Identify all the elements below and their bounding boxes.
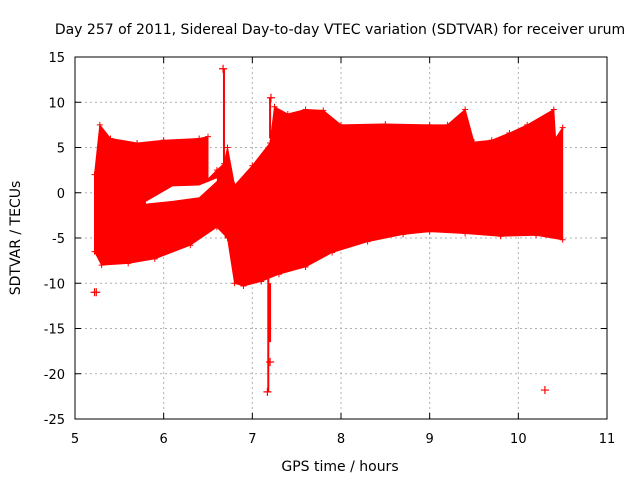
edge-point	[506, 130, 513, 137]
edge-point	[271, 103, 278, 110]
edge-point	[240, 282, 247, 289]
y-tick-label: -25	[44, 413, 65, 428]
data-point	[263, 387, 272, 396]
edge-point	[258, 278, 265, 285]
edge-point	[231, 280, 238, 287]
edge-point	[205, 176, 211, 183]
data-point	[266, 357, 275, 366]
edge-point	[91, 248, 98, 255]
edge-point	[382, 120, 389, 127]
y-tick-label: 5	[57, 142, 65, 157]
x-tick-label: 5	[71, 432, 79, 447]
x-tick-label: 7	[248, 432, 256, 447]
tick-labels: 5 6 7 8 9 10 11 -25 -20 -15 -10 -5 0 5 10 15	[44, 51, 616, 447]
edge-point	[364, 238, 371, 245]
data-point	[266, 93, 275, 102]
y-tick-label: 10	[48, 96, 65, 111]
x-tick-label: 11	[599, 432, 616, 447]
y-axis-label: SDTVAR / TECUs	[8, 181, 24, 296]
y-tick-label: -20	[44, 368, 65, 383]
edge-point	[559, 124, 566, 131]
edge-point	[196, 135, 203, 142]
edge-point	[267, 139, 274, 146]
edge-point	[550, 106, 557, 113]
y-tick-label: -10	[44, 277, 65, 292]
data-point	[219, 64, 228, 73]
x-tick-label: 6	[160, 432, 168, 447]
edge-point	[338, 121, 344, 128]
edge-point	[224, 144, 231, 151]
x-tick-label: 8	[337, 432, 345, 447]
edge-point	[151, 255, 158, 262]
edge-point	[302, 263, 309, 270]
x-axis-label: GPS time / hours	[281, 459, 398, 475]
y-tick-label: 0	[57, 187, 65, 202]
edge-point	[329, 249, 336, 256]
x-tick-label: 10	[510, 432, 527, 447]
edge-point	[249, 162, 256, 169]
y-tick-label: 15	[48, 51, 65, 66]
edge-point	[205, 133, 211, 140]
edge-point	[213, 167, 220, 174]
chart-title: Day 257 of 2011, Sidereal Day-to-day VTE…	[55, 22, 625, 38]
data-layer	[90, 64, 566, 396]
y-tick-label: -15	[44, 323, 65, 338]
edge-point	[107, 135, 114, 142]
edge-point	[302, 106, 309, 113]
edge-point	[559, 236, 566, 243]
edge-point	[284, 111, 291, 118]
edge-point	[497, 233, 504, 240]
edge-point	[125, 260, 132, 267]
data-point	[92, 288, 101, 297]
edge-point	[488, 137, 495, 144]
edge-point	[426, 121, 433, 128]
edge-point	[91, 171, 98, 178]
edge-point	[231, 182, 238, 189]
edge-point	[275, 271, 282, 278]
edge-point	[213, 224, 220, 231]
edge-point	[134, 139, 141, 146]
axis-ticks	[74, 56, 608, 420]
edge-point	[462, 106, 469, 113]
edge-point	[533, 232, 540, 239]
edge-point	[160, 137, 167, 144]
edge-point	[444, 121, 451, 128]
data-band-gap	[145, 178, 217, 204]
edge-point	[471, 139, 477, 146]
edge-point	[320, 107, 327, 114]
data-point	[540, 386, 549, 395]
edge-point	[96, 121, 103, 128]
edge-point	[462, 230, 469, 237]
edge-point	[98, 262, 105, 269]
x-tick-label: 9	[426, 432, 434, 447]
edge-point	[552, 135, 559, 142]
edge-point	[524, 121, 531, 128]
y-tick-label: -5	[52, 232, 65, 247]
edge-point	[400, 231, 407, 238]
edge-point	[426, 228, 433, 235]
edge-point	[187, 242, 194, 249]
